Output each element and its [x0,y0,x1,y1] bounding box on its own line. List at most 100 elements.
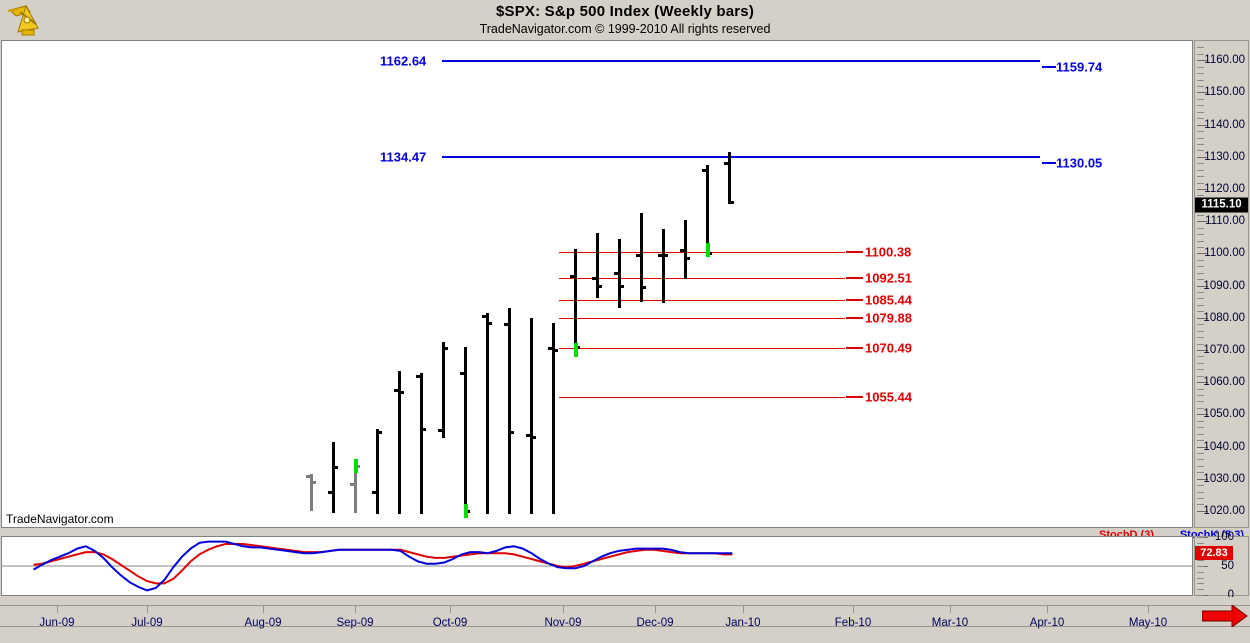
ohlc-bar[interactable] [460,41,471,527]
axis-tick [1197,356,1204,358]
ohlc-bar[interactable] [614,41,625,527]
date-axis-label: Oct-09 [432,617,468,629]
date-axis[interactable]: Jun-09 Jul-09 Aug-09 Sep-09 Oct-09 Nov-09 Dec-… [0,597,1250,643]
support-line[interactable] [559,396,845,398]
ohlc-bar[interactable] [416,41,427,527]
bar-open-tick [592,276,597,280]
support-line[interactable] [559,348,845,350]
ohlc-bar[interactable] [328,41,339,527]
support-label: 1079.88 [865,310,912,326]
price-axis-label: 1060.00 [1203,376,1245,389]
ohlc-bar[interactable] [724,41,735,527]
ohlc-bar[interactable] [350,41,361,527]
resistance-label-right: 1130.05 [1056,155,1103,171]
date-axis-tick [355,606,356,613]
axis-tick [1197,498,1204,500]
axis-tick-major [1197,478,1208,480]
bar-highlow [464,346,467,515]
axis-tick [1197,279,1204,281]
bar-close-tick [618,284,624,288]
stochastic-plot [2,540,1192,592]
ohlc-bar[interactable] [680,41,691,527]
date-axis-tick [1047,606,1048,613]
axis-tick [1197,343,1204,345]
axis-tick-major [1197,349,1208,351]
bar-open-tick [306,474,311,478]
axis-tick [1197,459,1204,461]
bar-close-tick [310,480,316,484]
axis-tick [1197,150,1204,152]
ohlc-bar[interactable] [482,41,493,527]
price-axis-label: 1090.00 [1203,279,1245,292]
bar-highlow [574,248,577,350]
price-axis-label: 1020.00 [1203,504,1245,517]
axis-tick [1197,337,1204,339]
stoch-axis-label: 100 [1214,531,1234,543]
bar-signal-marker [354,458,358,473]
bar-open-tick [658,254,663,258]
axis-tick [1197,504,1204,506]
bar-close-tick [530,435,536,439]
ohlc-bar[interactable] [504,41,515,527]
support-line[interactable] [559,252,845,254]
stochastic-axis[interactable]: 100 50 0 72.83 [1194,531,1249,601]
ohlc-bar[interactable] [592,41,603,527]
ohlc-bar[interactable] [702,41,713,527]
axis-tick [1197,195,1204,197]
stochastic-pane[interactable] [1,536,1193,596]
ohlc-bar[interactable] [306,41,317,527]
resistance-line[interactable] [442,155,1040,158]
price-axis[interactable]: 1160.00 1150.00 1140.00 1130.00 1120.00 1110.… [1194,40,1249,528]
date-axis-label: Jan-10 [725,617,761,629]
bar-open-tick [504,323,509,327]
support-line[interactable] [559,300,845,302]
date-axis-tick [950,606,951,613]
bar-highlow [684,219,687,280]
price-axis-label: 1140.00 [1204,118,1245,131]
axis-tick [1197,440,1204,442]
ohlc-bar[interactable] [372,41,383,527]
price-axis-label: 1110.00 [1205,215,1245,228]
forward-arrow-icon[interactable] [1201,604,1248,628]
axis-tick [1197,240,1204,242]
resistance-dash [1042,161,1056,164]
ohlc-bar[interactable] [658,41,669,527]
axis-tick [1197,375,1204,377]
axis-tick-major [1197,189,1208,191]
axis-tick-major [1197,60,1208,62]
axis-tick-major [1197,382,1208,384]
resistance-line[interactable] [442,60,1040,63]
axis-tick [1197,105,1204,107]
axis-tick [1197,272,1204,274]
support-line[interactable] [559,277,845,279]
chart-header: $SPX: S&p 500 Index (Weekly bars) TradeN… [0,0,1250,40]
bar-close-tick [552,348,558,352]
support-line[interactable] [559,318,845,320]
stoch-axis-minor-tick [1197,583,1204,585]
chart-subtitle: TradeNavigator.com © 1999-2010 All right… [479,22,771,36]
ohlc-bar[interactable] [526,41,537,527]
ohlc-bar[interactable] [636,41,647,527]
ohlc-bar[interactable] [394,41,405,527]
axis-tick-major [1197,510,1208,512]
axis-tick [1197,259,1204,261]
bar-open-tick [570,274,575,278]
support-dash [846,317,863,320]
price-axis-label: 1080.00 [1203,311,1245,324]
axis-tick [1197,330,1204,332]
bar-highlow [398,370,401,515]
bar-highlow [618,238,621,309]
price-chart-pane[interactable]: 1162.64 1159.74 1134.47 1130.05 1100.38 1092.… [1,40,1193,528]
axis-tick [1197,163,1204,165]
ohlc-bar[interactable] [548,41,559,527]
pane-divider [1,528,1193,536]
axis-tick-major [1197,221,1208,223]
ohlc-bar[interactable] [438,41,449,527]
price-axis-label: 1130.00 [1204,150,1245,163]
ohlc-bar[interactable] [570,41,581,527]
axis-tick [1197,452,1204,454]
chart-title: $SPX: S&p 500 Index (Weekly bars) [495,3,755,20]
price-axis-label: 1070.00 [1203,343,1245,356]
axis-tick [1197,485,1204,487]
axis-tick [1197,465,1204,467]
